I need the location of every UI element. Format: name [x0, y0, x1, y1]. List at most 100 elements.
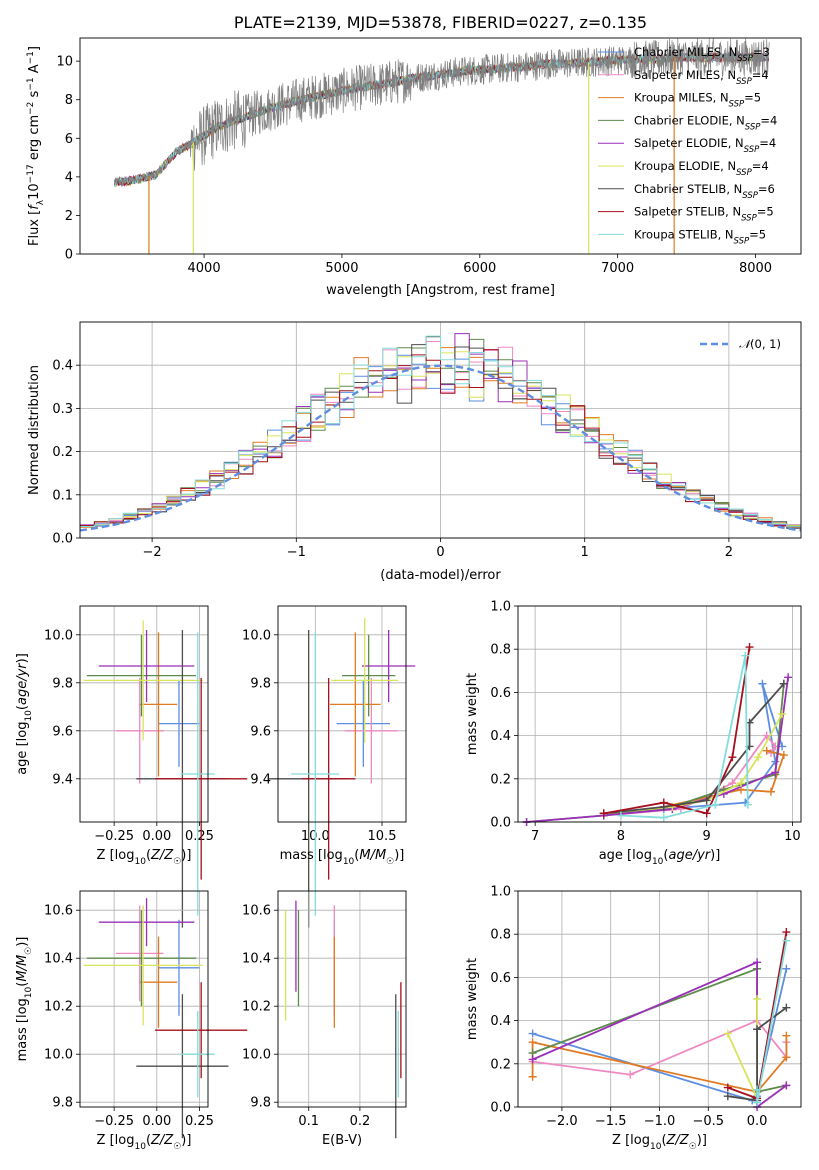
- x-tick-label: 0.0: [747, 1114, 768, 1129]
- x-axis-label: E(B-V): [322, 1133, 362, 1148]
- weight-marker: [736, 779, 745, 788]
- axes-frame: [277, 890, 407, 1108]
- y-tick-label: 0.4: [490, 1014, 511, 1029]
- weight-marker: [771, 757, 780, 766]
- x-tick-label: 8000: [739, 261, 772, 276]
- x-axis-label: mass [log10(M/M☉)]: [280, 848, 405, 867]
- x-tick-label: −2: [143, 545, 162, 560]
- weight-marker: [741, 651, 750, 660]
- x-tick-label: 7000: [601, 261, 634, 276]
- y-axis-label: mass [log10(M/M☉)]: [15, 937, 34, 1062]
- weight-marker: [702, 809, 711, 818]
- x-tick-label: 7: [531, 829, 539, 844]
- y-tick-label: 0.2: [52, 445, 73, 460]
- weight-marker: [745, 643, 754, 652]
- observed-spectrum: [114, 38, 770, 186]
- legend-label: Chabrier MILES, NSSP=3: [634, 45, 770, 64]
- legend-label: Salpeter ELODIE, NSSP=4: [634, 136, 776, 155]
- x-tick-label: 6000: [463, 261, 496, 276]
- x-tick-label: −1: [287, 545, 306, 560]
- y-tick-label: 10.2: [242, 1000, 271, 1015]
- y-tick-label: 10: [56, 55, 73, 70]
- y-tick-label: 9.8: [52, 676, 73, 691]
- y-tick-label: 10.2: [44, 1000, 73, 1015]
- y-tick-label: 0.3: [52, 402, 73, 417]
- weight-marker: [728, 753, 737, 762]
- weight-line-stelib-chabrier: [603, 683, 785, 815]
- weight-marker: [528, 1038, 537, 1047]
- x-tick-label: 1: [581, 545, 589, 560]
- model-spectrum-stelib-kroupa: [114, 51, 770, 187]
- x-tick-label: −1.5: [595, 1114, 627, 1129]
- x-axis-label: Z [log10(Z/Z☉)]: [97, 848, 192, 867]
- weight-marker: [779, 751, 788, 760]
- y-axis-label: Flux [fλ10−17 erg cm−2 s−1 A−1]: [26, 46, 46, 246]
- weight-marker: [766, 787, 775, 796]
- weight-marker: [782, 936, 791, 945]
- y-axis-label: age [log10(age/yr)]: [15, 653, 34, 775]
- axes-frame: [517, 605, 802, 823]
- y-tick-label: 10.0: [44, 1048, 73, 1063]
- weight-marker: [723, 1092, 732, 1101]
- x-axis-label: (data-model)/error: [380, 568, 501, 583]
- x-tick-label: 0.25: [185, 1114, 214, 1129]
- x-tick-label: 0.1: [298, 1114, 319, 1129]
- weight-marker: [753, 995, 762, 1003]
- weight-marker: [723, 1083, 732, 1092]
- y-tick-label: 8: [65, 93, 73, 108]
- y-tick-label: 9.8: [52, 1096, 73, 1111]
- legend-label: Salpeter MILES, NSSP=4: [634, 68, 769, 87]
- y-tick-label: 9.6: [52, 724, 73, 739]
- x-tick-label: 0.25: [185, 829, 214, 844]
- weight-marker: [778, 710, 787, 718]
- legend-label: Salpeter STELIB, NSSP=5: [634, 205, 774, 224]
- weight-line-elodie-kroupa: [603, 713, 783, 815]
- x-tick-label: 0.00: [142, 829, 171, 844]
- weight-marker: [723, 1029, 732, 1038]
- y-tick-label: 10.4: [44, 952, 73, 967]
- y-tick-label: 10.6: [242, 904, 271, 919]
- x-axis-label: Z [log10(Z/Z☉)]: [97, 1133, 192, 1152]
- y-tick-label: 9.8: [250, 1096, 271, 1111]
- legend: Chabrier MILES, NSSP=3 Salpeter MILES, NS…: [598, 45, 777, 246]
- weight-marker: [782, 1031, 791, 1040]
- y-tick-label: 9.4: [52, 772, 73, 787]
- y-tick-label: 0.4: [490, 729, 511, 744]
- y-tick-label: 9.6: [250, 724, 271, 739]
- x-tick-label: 9: [703, 829, 711, 844]
- y-tick-label: 10.0: [242, 628, 271, 643]
- z-age-panel: −0.25 0.00 0.25 9.4 9.6 9.8 10.0 Z [log10(Z/Z☉)…: [15, 605, 248, 928]
- y-tick-label: 1.0: [490, 600, 511, 615]
- y-tick-label: 0.8: [490, 928, 511, 943]
- z-weight-panel: −2.0 −1.5 −1.0 −0.5 0.0 0.0 0.2 0.4 0.6 0.8 1.0 Z […: [465, 885, 802, 1152]
- weight-marker: [528, 1072, 537, 1081]
- y-tick-label: 0.2: [490, 1057, 511, 1072]
- weight-marker: [743, 800, 752, 809]
- y-tick-label: 10.4: [242, 952, 271, 967]
- weight-marker: [711, 800, 720, 809]
- residuals-panel: −2 −1 0 1 2 0.0 0.1 0.2 0.3 0.4 (data-model)/error…: [27, 321, 802, 583]
- weight-marker: [782, 928, 791, 937]
- y-tick-label: 1.0: [490, 885, 511, 900]
- y-tick-label: 10.0: [242, 1048, 271, 1063]
- legend-label: Kroupa STELIB, NSSP=5: [634, 227, 766, 246]
- axes-frame: [277, 605, 407, 823]
- x-tick-label: −2.0: [546, 1114, 578, 1129]
- weight-marker: [782, 1053, 791, 1062]
- y-tick-label: 0.0: [490, 816, 511, 831]
- axes-frame: [79, 605, 209, 823]
- y-tick-label: 10.6: [44, 904, 73, 919]
- weight-marker: [528, 1029, 537, 1038]
- y-axis-label: Normed distribution: [27, 365, 42, 495]
- x-tick-label: −0.25: [94, 829, 134, 844]
- weight-marker: [762, 746, 771, 755]
- x-tick-label: 5000: [325, 261, 358, 276]
- y-axis-label: mass weight: [465, 673, 480, 755]
- weight-marker: [753, 1085, 762, 1094]
- x-tick-label: 4000: [188, 261, 221, 276]
- y-tick-label: 0.6: [490, 971, 511, 986]
- y-tick-label: 0.1: [52, 488, 73, 503]
- weight-marker: [616, 811, 625, 820]
- weight-marker: [753, 1098, 762, 1107]
- y-tick-label: 10.0: [44, 628, 73, 643]
